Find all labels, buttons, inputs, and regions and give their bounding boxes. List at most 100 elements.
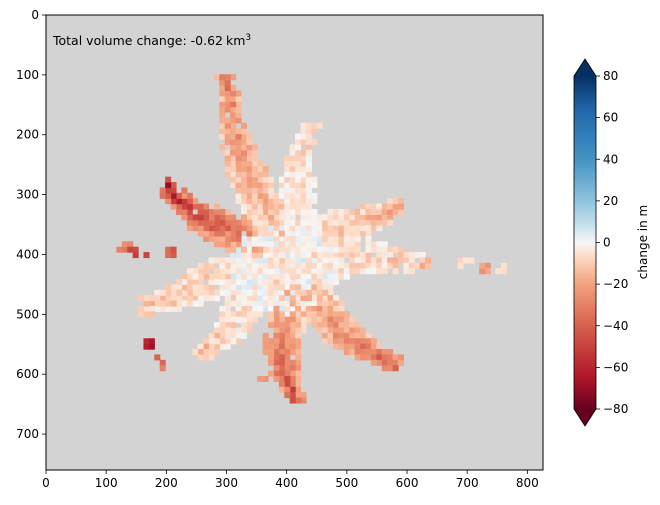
change-cell xyxy=(181,289,188,296)
change-cell xyxy=(376,343,383,350)
change-cell xyxy=(300,187,307,194)
change-cell xyxy=(354,219,361,226)
change-cell xyxy=(419,262,426,269)
change-cell xyxy=(322,262,329,269)
change-cell xyxy=(219,338,226,345)
change-cell xyxy=(333,262,340,269)
change-cell xyxy=(246,246,253,253)
change-cell xyxy=(316,268,323,275)
change-cell xyxy=(316,257,323,264)
change-cell xyxy=(284,182,291,189)
change-cell xyxy=(311,284,318,291)
change-cell xyxy=(370,257,377,264)
change-cell xyxy=(387,198,394,205)
change-cell xyxy=(246,208,253,215)
change-cell xyxy=(370,208,377,215)
change-cell xyxy=(295,349,302,356)
change-cell xyxy=(278,225,285,232)
change-cell xyxy=(354,338,361,345)
change-cell xyxy=(300,246,307,253)
change-cell xyxy=(224,133,231,140)
change-cell xyxy=(246,144,253,151)
change-cell xyxy=(273,230,280,237)
change-cell xyxy=(354,332,361,339)
change-cell xyxy=(175,208,182,215)
change-cell xyxy=(322,235,329,242)
change-cell xyxy=(219,268,226,275)
change-cell xyxy=(235,165,242,172)
change-cell xyxy=(300,192,307,199)
change-cell xyxy=(246,138,253,145)
change-cell xyxy=(224,160,231,167)
change-cell xyxy=(224,289,231,296)
change-cell xyxy=(360,349,367,356)
change-cell xyxy=(246,241,253,248)
change-cell xyxy=(284,349,291,356)
change-cell xyxy=(219,332,226,339)
change-cell xyxy=(246,187,253,194)
annotation-unit: km xyxy=(226,33,245,48)
change-cell xyxy=(343,322,350,329)
change-cell xyxy=(365,219,372,226)
change-cell xyxy=(300,198,307,205)
change-cell xyxy=(316,235,323,242)
change-cell xyxy=(278,349,285,356)
annotation-value: -0.62 xyxy=(191,33,223,48)
change-cell xyxy=(257,284,264,291)
change-cell xyxy=(219,289,226,296)
change-cell xyxy=(273,300,280,307)
change-cell xyxy=(219,79,226,86)
change-cell xyxy=(219,225,226,232)
change-cell xyxy=(235,279,242,286)
change-cell xyxy=(305,122,312,129)
change-cell xyxy=(257,225,264,232)
change-cell xyxy=(262,284,269,291)
change-cell xyxy=(333,322,340,329)
change-cell xyxy=(273,241,280,248)
change-cell xyxy=(403,262,410,269)
change-cell xyxy=(192,268,199,275)
change-cell xyxy=(208,279,215,286)
change-cell xyxy=(230,316,237,323)
change-cell xyxy=(387,262,394,269)
change-cell xyxy=(354,208,361,215)
change-cell xyxy=(338,322,345,329)
change-cell xyxy=(343,311,350,318)
change-cell xyxy=(305,203,312,210)
change-cell xyxy=(354,246,361,253)
change-cell xyxy=(408,268,415,275)
change-cell xyxy=(349,268,356,275)
change-cell xyxy=(251,203,258,210)
change-cell xyxy=(295,365,302,372)
change-cell xyxy=(343,349,350,356)
change-cell xyxy=(278,176,285,183)
change-cell xyxy=(170,187,177,194)
change-cell xyxy=(235,149,242,156)
x-tick-label: 500 xyxy=(335,476,358,490)
change-cell xyxy=(257,268,264,275)
change-cell xyxy=(143,343,150,350)
change-cell xyxy=(484,268,491,275)
change-cell xyxy=(224,117,231,124)
change-cell xyxy=(316,262,323,269)
change-cell xyxy=(278,198,285,205)
change-cell xyxy=(230,338,237,345)
change-cell xyxy=(333,332,340,339)
change-cell xyxy=(295,262,302,269)
change-cell xyxy=(295,241,302,248)
change-cell xyxy=(251,149,258,156)
change-cell xyxy=(327,246,334,253)
change-cell xyxy=(278,311,285,318)
change-cell xyxy=(170,252,177,259)
change-cell xyxy=(273,219,280,226)
change-cell xyxy=(284,370,291,377)
change-cell xyxy=(365,235,372,242)
change-cell xyxy=(327,305,334,312)
change-cell xyxy=(284,203,291,210)
change-cell xyxy=(235,235,242,242)
change-cell xyxy=(376,359,383,366)
change-cell xyxy=(305,149,312,156)
change-cell xyxy=(192,279,199,286)
change-cell xyxy=(300,171,307,178)
x-tick-label: 300 xyxy=(215,476,238,490)
